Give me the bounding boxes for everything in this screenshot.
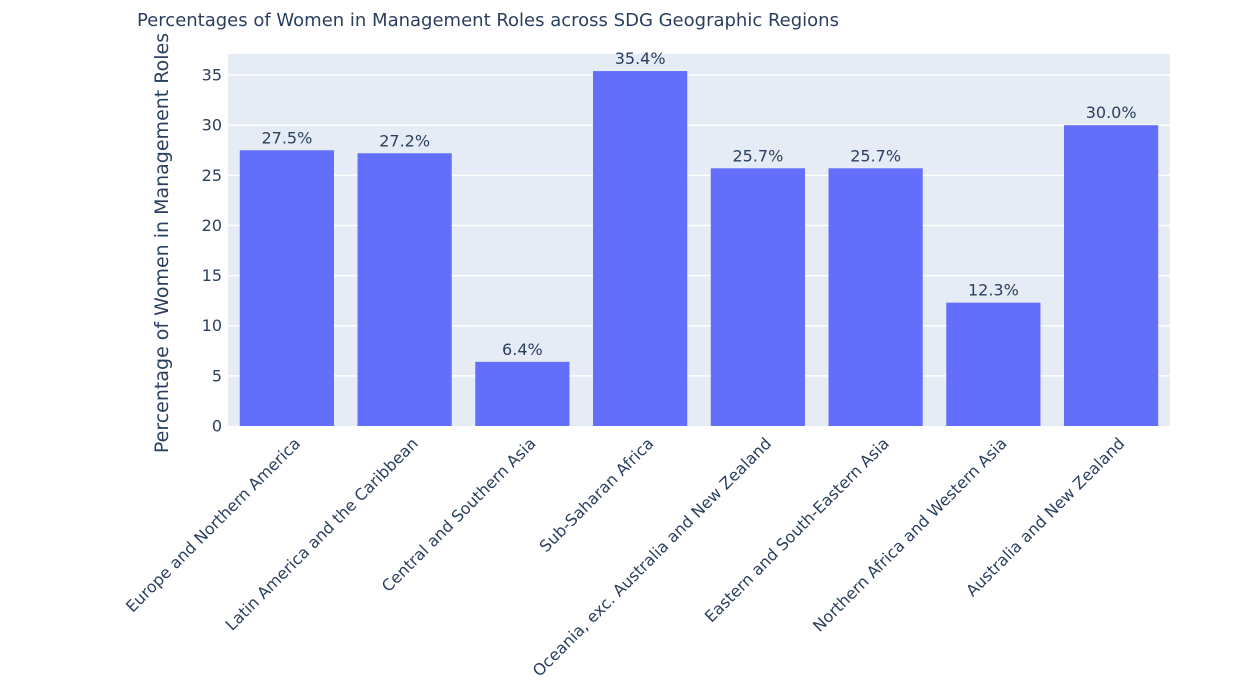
y-tick-label: 15 bbox=[202, 266, 222, 285]
bar-value-labels: 27.5% 27.2% 6.4% 35.4% 25.7% 25.7% 12.3% 30.0% bbox=[261, 49, 1136, 359]
x-tick-label: Eastern and South-Eastern Asia bbox=[701, 434, 893, 626]
bar bbox=[239, 150, 334, 426]
bar-value-label: 27.5% bbox=[261, 128, 312, 147]
bar-value-label: 25.7% bbox=[732, 146, 783, 165]
y-tick-label: 20 bbox=[202, 216, 222, 235]
bar-value-label: 30.0% bbox=[1086, 103, 1137, 122]
bar-value-label: 27.2% bbox=[379, 131, 430, 150]
bar bbox=[1064, 125, 1159, 426]
y-tick-label: 5 bbox=[212, 366, 222, 385]
bar bbox=[475, 361, 570, 426]
bars bbox=[239, 71, 1159, 426]
x-tick-label: Northern Africa and Western Asia bbox=[809, 434, 1011, 636]
y-axis-ticks: 0 5 10 15 20 25 30 35 bbox=[202, 66, 222, 436]
x-tick-label: Latin America and the Caribbean bbox=[222, 434, 422, 634]
bar-value-label: 6.4% bbox=[502, 340, 543, 359]
y-axis-title: Percentage of Women in Management Roles bbox=[151, 33, 173, 453]
y-tick-label: 10 bbox=[202, 316, 222, 335]
y-tick-label: 35 bbox=[202, 66, 222, 85]
y-tick-label: 30 bbox=[202, 116, 222, 135]
x-tick-label: Sub-Saharan Africa bbox=[536, 434, 658, 556]
y-tick-label: 0 bbox=[212, 417, 222, 436]
bar-value-label: 25.7% bbox=[850, 146, 901, 165]
y-tick-label: 25 bbox=[202, 166, 222, 185]
bar bbox=[828, 168, 923, 426]
bar bbox=[357, 153, 452, 426]
x-tick-label: Oceania, exc. Australia and New Zealand bbox=[529, 434, 775, 680]
bar bbox=[593, 71, 688, 426]
bar bbox=[710, 168, 805, 426]
bar-value-label: 12.3% bbox=[968, 281, 1019, 300]
bar bbox=[946, 302, 1041, 426]
bar-value-label: 35.4% bbox=[615, 49, 666, 68]
chart-title: Percentages of Women in Management Roles… bbox=[137, 10, 839, 31]
